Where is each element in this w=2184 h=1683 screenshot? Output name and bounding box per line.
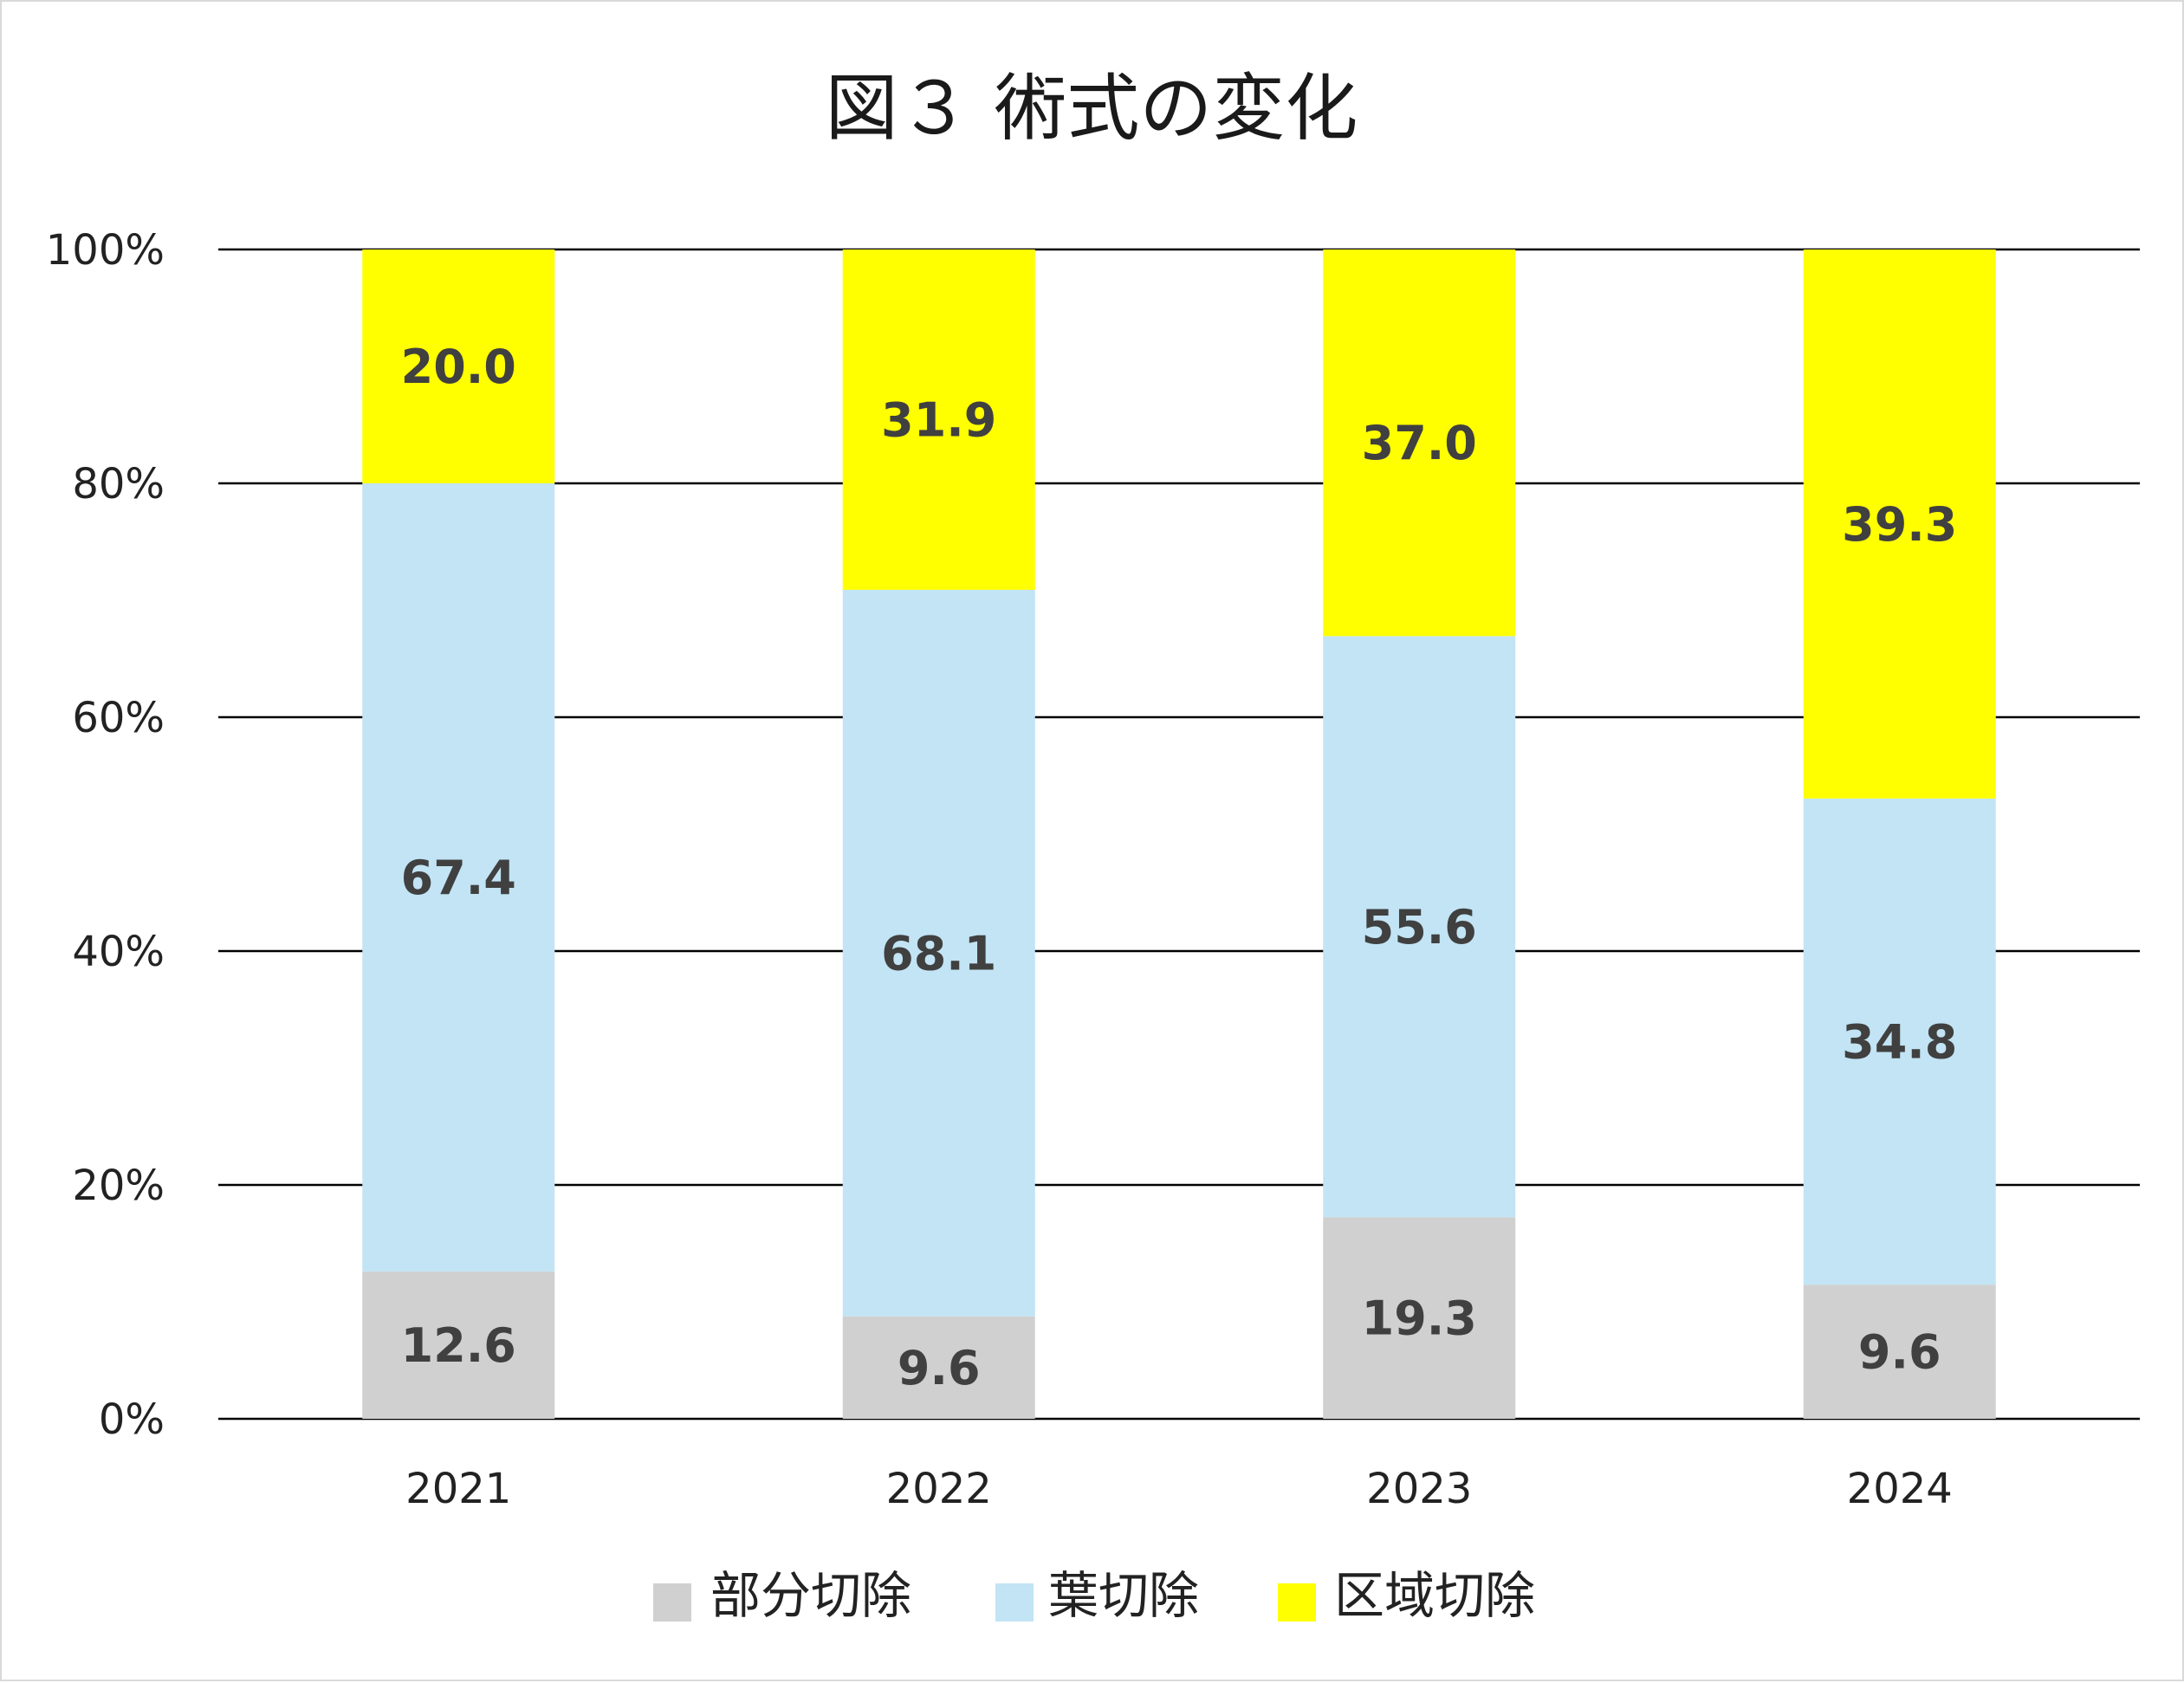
bar-segment [1803, 1285, 1996, 1419]
y-tick-label: 40% [72, 928, 165, 976]
x-tick-label: 2021 [405, 1465, 511, 1513]
y-tick-label: 80% [72, 460, 165, 508]
bar-segments [362, 249, 1996, 1419]
legend-label: 区域切除 [1334, 1566, 1535, 1625]
legend-label: 葉切除 [1048, 1566, 1199, 1625]
bar-segment [842, 1316, 1035, 1419]
data-labels: 12.6 67.4 20.0 9.6 68.1 31.9 19.3 55.6 37.0 9.6 34… [401, 340, 1958, 1395]
legend-swatch [1278, 1583, 1316, 1622]
bar-segment [842, 249, 1035, 590]
data-label: 34.8 [1842, 1015, 1957, 1070]
bar-segment [1323, 1217, 1516, 1419]
bar-segment [1323, 249, 1516, 637]
legend-label: 部分切除 [710, 1566, 911, 1625]
bar-segment [362, 483, 555, 1272]
data-label: 9.6 [1858, 1325, 1941, 1380]
y-tick-label: 20% [72, 1162, 165, 1210]
legend-swatch [995, 1583, 1034, 1622]
y-tick-label: 60% [72, 694, 165, 742]
data-label: 39.3 [1842, 497, 1957, 552]
data-label: 12.6 [401, 1318, 516, 1373]
bar-segment [1323, 636, 1516, 1218]
legend-swatch [653, 1583, 691, 1622]
x-tick-label: 2023 [1366, 1465, 1472, 1513]
legend: 部分切除 葉切除 区域切除 [653, 1566, 1535, 1625]
y-tick-label: 100% [46, 226, 165, 275]
data-label: 20.0 [401, 340, 516, 394]
y-tick-label: 0% [99, 1395, 165, 1444]
data-label: 68.1 [881, 926, 996, 981]
chart-title: 図３ 術式の変化 [826, 66, 1358, 151]
x-tick-label: 2022 [886, 1465, 992, 1513]
data-label: 55.6 [1362, 900, 1477, 955]
bar-segment [1803, 249, 1996, 799]
x-tick-label: 2024 [1847, 1465, 1953, 1513]
y-axis: 0% 20% 40% 60% 80% 100% [46, 226, 165, 1444]
data-label: 9.6 [898, 1341, 981, 1395]
data-label: 19.3 [1362, 1291, 1477, 1346]
bar-segment [362, 249, 555, 483]
bar-segment [842, 589, 1035, 1317]
data-label: 31.9 [881, 392, 996, 447]
data-label: 67.4 [401, 851, 516, 905]
data-label: 37.0 [1362, 416, 1477, 470]
bar-segment [362, 1271, 555, 1419]
bar-segment [1803, 798, 1996, 1285]
x-axis: 2021 2022 2023 2024 [405, 1465, 1953, 1513]
